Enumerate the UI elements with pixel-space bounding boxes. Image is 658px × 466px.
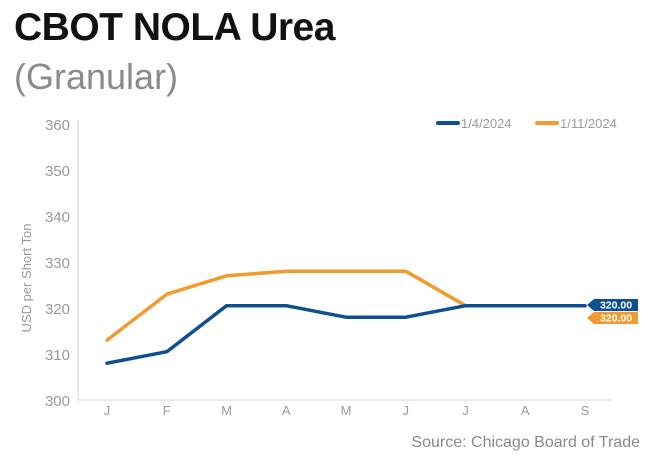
x-tick-label: M (341, 403, 352, 418)
x-tick-label: S (581, 403, 590, 418)
x-tick-label: F (163, 403, 171, 418)
x-tick-label: J (104, 403, 111, 418)
y-tick-label: 340 (45, 209, 70, 226)
y-tick-label: 360 (45, 117, 70, 134)
chart-subtitle: (Granular) (14, 56, 179, 97)
y-axis-title: USD per Short Ton (19, 224, 34, 333)
end-value-label: 320.00 (600, 300, 632, 312)
y-tick-label: 350 (45, 163, 70, 180)
x-tick-label: A (521, 403, 530, 418)
y-tick-label: 320 (45, 301, 70, 318)
x-tick-label: M (221, 403, 232, 418)
legend-label: 1/4/2024 (461, 116, 512, 131)
end-label-pointer (587, 312, 594, 324)
chart-title: CBOT NOLA Urea (14, 6, 335, 49)
end-label-pointer (587, 299, 594, 311)
x-tick-label: J (403, 403, 410, 418)
y-tick-label: 310 (45, 347, 70, 364)
source-note: Source: Chicago Board of Trade (411, 434, 640, 451)
x-tick-label: A (282, 403, 291, 418)
series-line (105, 303, 587, 365)
end-label-box (594, 312, 638, 324)
end-value-label: 320.00 (600, 313, 632, 325)
end-label-box (594, 299, 638, 311)
y-tick-label: 300 (45, 393, 70, 410)
legend-label: 1/11/2024 (560, 116, 617, 131)
y-tick-label: 330 (45, 255, 70, 272)
x-tick-label: J (462, 403, 469, 418)
